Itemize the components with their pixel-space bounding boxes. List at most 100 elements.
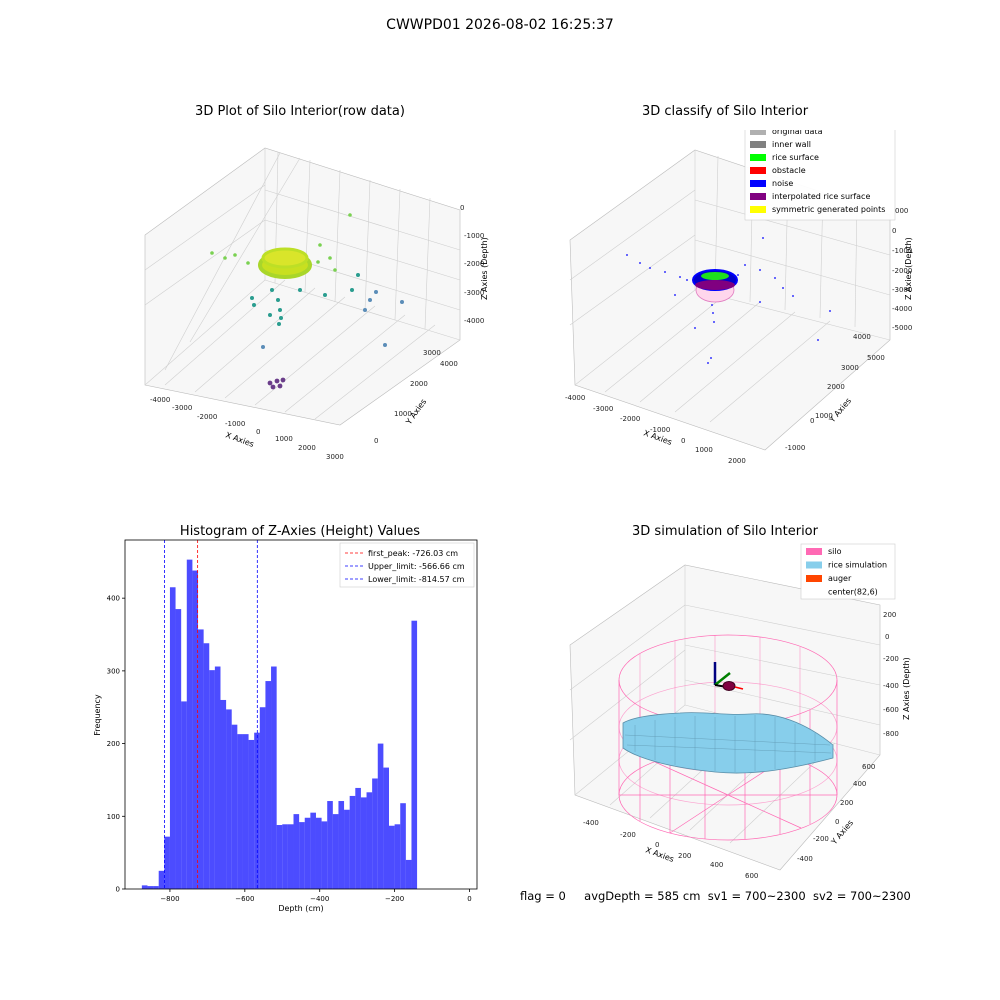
panel2-zlabel: Z Axies (Depth) bbox=[904, 237, 913, 300]
figure-title: CWWPD01 2026-08-02 16:25:37 bbox=[386, 17, 614, 33]
status-sv2: sv2 = 700~2300 bbox=[812, 889, 911, 903]
svg-text:-200: -200 bbox=[813, 835, 829, 843]
histogram-bar bbox=[315, 817, 322, 889]
svg-text:3000: 3000 bbox=[423, 349, 441, 357]
rice-surface bbox=[622, 712, 834, 774]
histogram-legend: first_peak: -726.03 cm Upper_limit: -566.… bbox=[339, 542, 475, 588]
histogram-bars bbox=[141, 559, 418, 889]
x-tick-label: −600 bbox=[235, 895, 254, 903]
svg-text:-400: -400 bbox=[883, 682, 899, 690]
legend-swatch bbox=[806, 561, 822, 569]
svg-text:-2000: -2000 bbox=[464, 260, 484, 268]
panel4-ylabel: Y Axies bbox=[829, 818, 855, 847]
histogram-bar bbox=[304, 817, 311, 889]
histogram-bar bbox=[405, 859, 412, 889]
histogram-bar bbox=[192, 570, 199, 889]
y-tick-label: 200 bbox=[107, 740, 120, 748]
legend-swatch bbox=[750, 206, 766, 213]
histogram-bar bbox=[366, 792, 373, 889]
svg-text:-5000: -5000 bbox=[892, 324, 912, 332]
svg-text:1000: 1000 bbox=[695, 446, 713, 454]
legend-label: symmetric generated points bbox=[772, 205, 885, 214]
histogram-bar bbox=[276, 825, 283, 889]
svg-text:-400: -400 bbox=[583, 819, 599, 827]
svg-text:-400: -400 bbox=[797, 855, 813, 863]
svg-text:-1000: -1000 bbox=[785, 444, 805, 452]
classified-points bbox=[626, 237, 831, 364]
svg-text:0: 0 bbox=[810, 417, 814, 425]
panel4-xlabel: X Axies bbox=[644, 845, 675, 864]
histogram-bar bbox=[355, 787, 361, 889]
panel4-zlabel: Z Axies (Depth) bbox=[902, 657, 911, 720]
svg-text:-2000: -2000 bbox=[620, 415, 640, 423]
svg-text:3000: 3000 bbox=[841, 364, 859, 372]
histogram-xlabel: Depth (cm) bbox=[278, 904, 323, 913]
histogram-bar bbox=[214, 666, 221, 889]
legend-label: auger bbox=[828, 574, 852, 583]
legend-label: inner wall bbox=[772, 140, 811, 149]
svg-text:2000: 2000 bbox=[827, 383, 845, 391]
histogram-bar bbox=[158, 870, 165, 889]
histogram-bar bbox=[338, 801, 345, 889]
histogram-bar bbox=[203, 643, 210, 889]
svg-text:0: 0 bbox=[460, 204, 464, 212]
svg-text:-4000: -4000 bbox=[892, 305, 912, 313]
legend-swatch bbox=[806, 548, 822, 555]
histogram-bar bbox=[209, 670, 215, 889]
y-tick-label: 100 bbox=[107, 813, 120, 821]
histogram-bar bbox=[400, 803, 406, 889]
legend-label: interpolated rice surface bbox=[772, 192, 870, 201]
svg-text:4000: 4000 bbox=[440, 360, 458, 368]
svg-text:600: 600 bbox=[745, 872, 758, 880]
svg-text:0: 0 bbox=[374, 437, 378, 445]
histogram-bar bbox=[377, 743, 384, 889]
svg-text:-2000: -2000 bbox=[197, 413, 217, 421]
svg-text:200: 200 bbox=[883, 611, 896, 619]
svg-text:0: 0 bbox=[655, 841, 659, 849]
svg-text:5000: 5000 bbox=[867, 354, 885, 362]
legend-swatch bbox=[750, 193, 766, 200]
legend-swatch bbox=[750, 154, 766, 161]
histogram-bar bbox=[344, 809, 350, 889]
histogram-bar bbox=[349, 795, 356, 889]
legend-swatch bbox=[806, 575, 822, 582]
svg-text:2000: 2000 bbox=[728, 457, 746, 465]
panel1-xlabel: X Axies bbox=[224, 430, 255, 449]
svg-text:-4000: -4000 bbox=[150, 396, 170, 404]
svg-text:0: 0 bbox=[892, 227, 896, 235]
histogram-bar bbox=[231, 724, 238, 889]
panel3-title: Histogram of Z-Axies (Height) Values bbox=[179, 524, 421, 539]
histogram-bar bbox=[175, 609, 182, 889]
histogram-threshold-lines bbox=[164, 540, 258, 889]
histogram-bar bbox=[265, 681, 272, 889]
svg-text:2000: 2000 bbox=[410, 380, 428, 388]
legend-label: Lower_limit: -814.57 cm bbox=[368, 575, 465, 584]
histogram-bar bbox=[389, 825, 395, 889]
histogram-bar bbox=[394, 824, 401, 889]
legend-label: Upper_limit: -566.66 cm bbox=[368, 562, 465, 571]
svg-text:-4000: -4000 bbox=[464, 317, 484, 325]
svg-text:400: 400 bbox=[853, 780, 866, 788]
svg-text:-200: -200 bbox=[620, 831, 636, 839]
svg-text:3000: 3000 bbox=[326, 453, 344, 461]
svg-text:1000: 1000 bbox=[815, 412, 833, 420]
raw-points bbox=[210, 213, 404, 390]
legend-swatch bbox=[750, 141, 766, 148]
svg-text:-800: -800 bbox=[883, 730, 899, 738]
x-tick-label: 0 bbox=[467, 895, 471, 903]
svg-text:200: 200 bbox=[840, 799, 853, 807]
svg-text:-3000: -3000 bbox=[892, 286, 912, 294]
histogram-bar bbox=[299, 822, 305, 889]
histogram-y-ticks: 0 100 200 300 400 bbox=[107, 595, 125, 894]
status-avg-depth: avgDepth = 585 cm bbox=[584, 889, 701, 903]
legend-swatch bbox=[750, 167, 766, 174]
histogram-bar bbox=[271, 666, 277, 889]
svg-text:-1000: -1000 bbox=[225, 420, 245, 428]
svg-text:1000: 1000 bbox=[275, 435, 293, 443]
histogram-bar bbox=[198, 629, 204, 889]
histogram-bar bbox=[360, 797, 367, 889]
x-tick-label: −800 bbox=[160, 895, 179, 903]
svg-text:400: 400 bbox=[710, 861, 723, 869]
histogram-bar bbox=[242, 734, 249, 889]
